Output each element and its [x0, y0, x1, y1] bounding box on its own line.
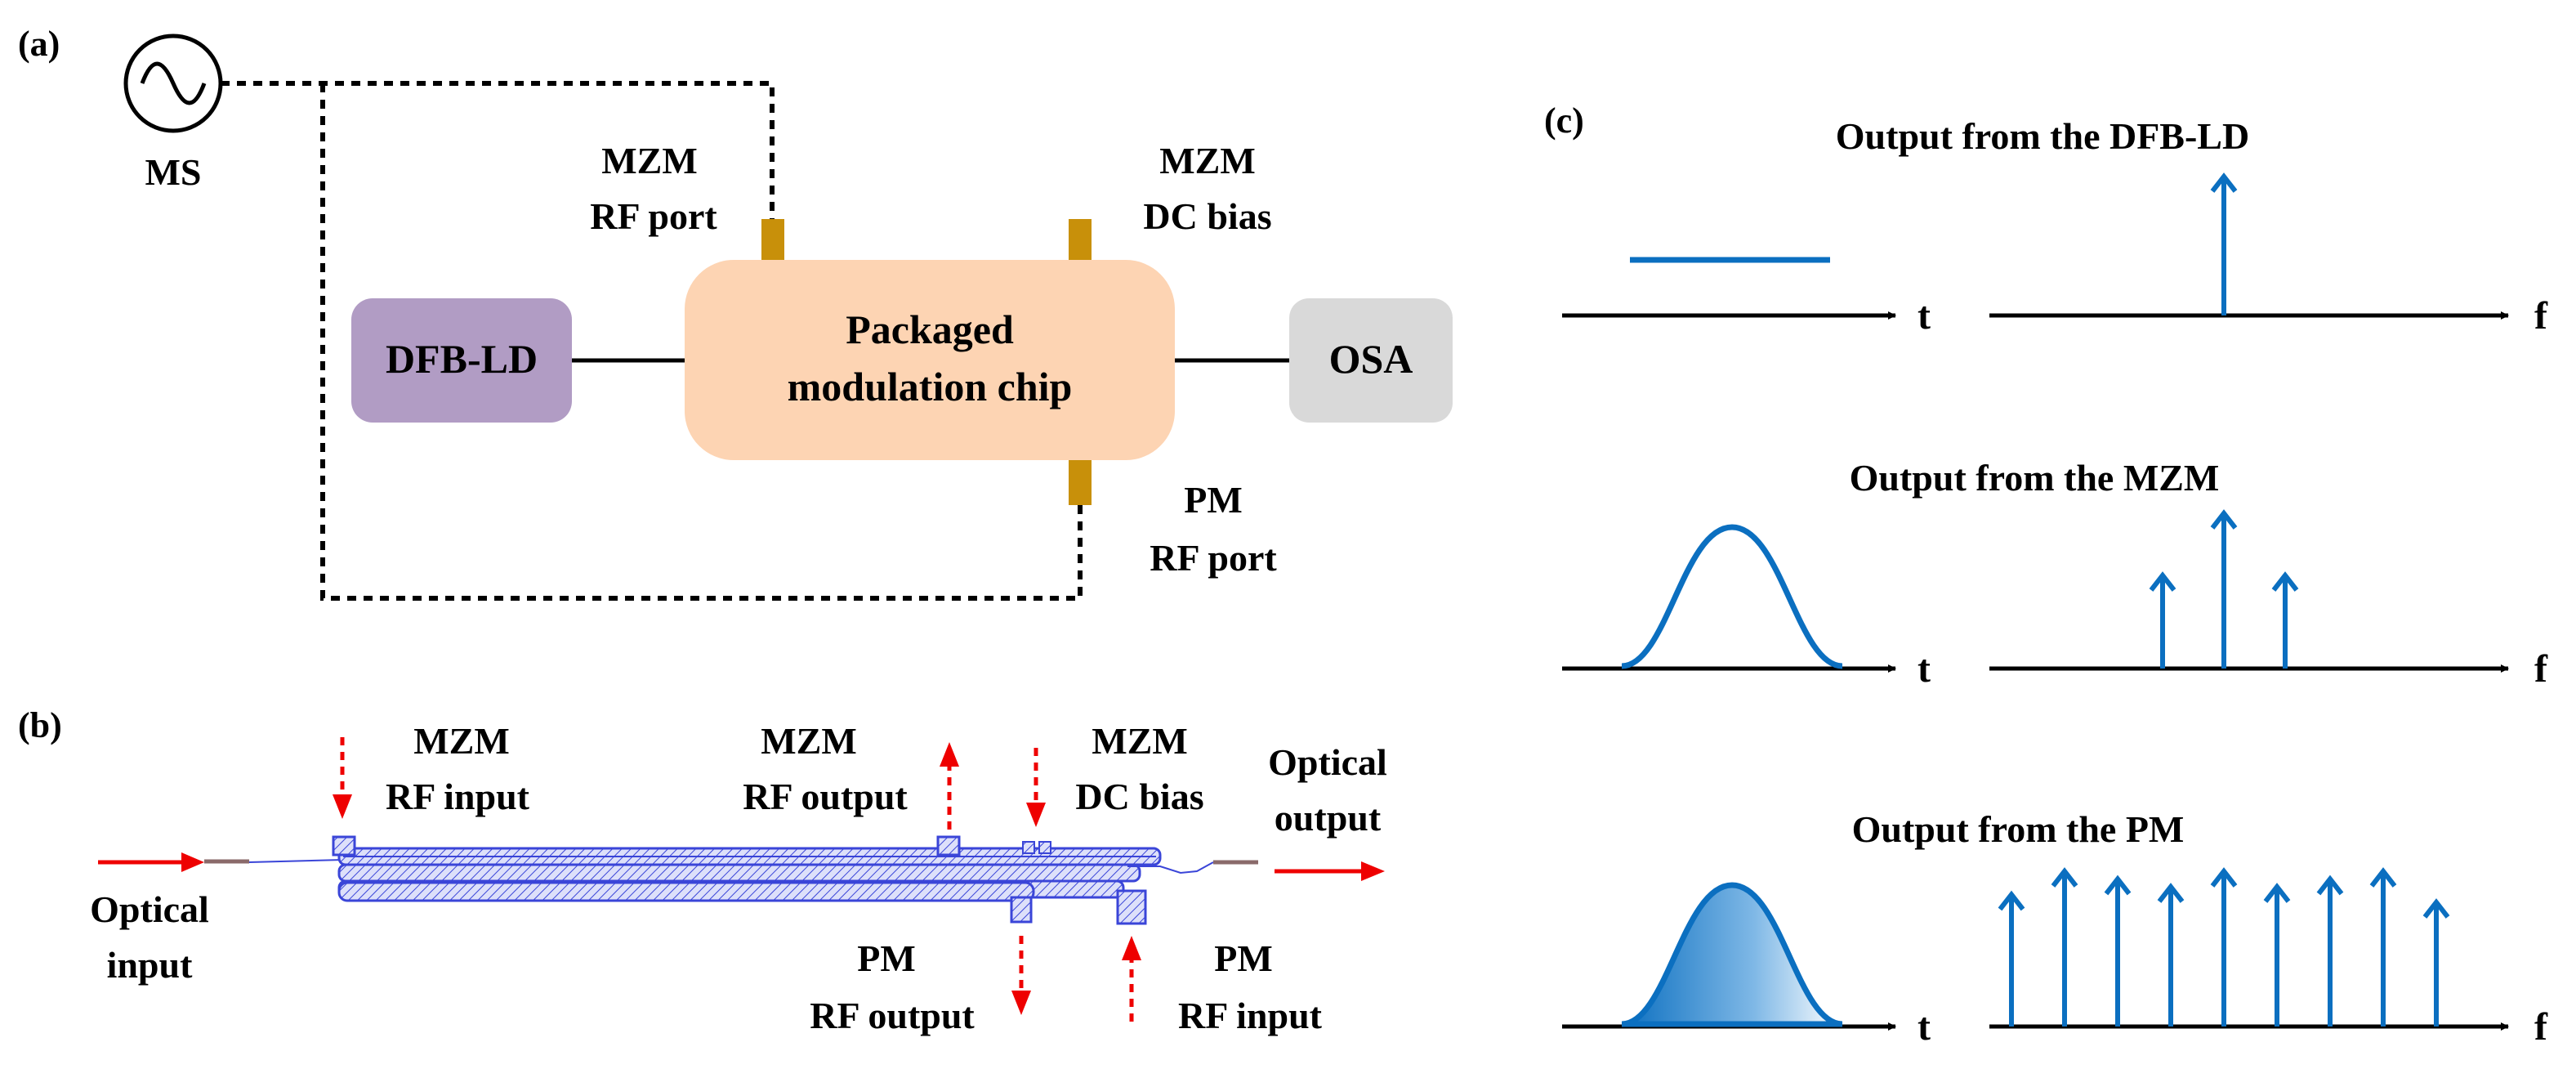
spectra — [1998, 172, 2450, 1027]
mzm-rf-port-label-1: MZM — [601, 140, 698, 181]
mzm-rf-input-label-1: MZM — [413, 720, 510, 762]
osa-label: OSA — [1329, 336, 1413, 382]
mzm-dc-bias-b-label-1: MZM — [1092, 720, 1188, 762]
rf-cable-dashed — [221, 81, 1083, 601]
mzm-rf-port-label-2: RF port — [590, 195, 717, 237]
row2-spectral-arrowhead — [2149, 571, 2176, 592]
mzm-dc-bias-label-2: DC bias — [1143, 195, 1271, 237]
sine-source-icon — [123, 34, 223, 133]
axis-labels: t f t f t f — [1917, 294, 2548, 1049]
dfb-ld-label: DFB-LD — [386, 336, 538, 382]
panel-a-label: (a) — [18, 24, 60, 64]
mzm-rf-port — [761, 219, 784, 260]
row3-spectral-arrowhead — [2422, 898, 2450, 919]
mzm-dc-bias-label-1: MZM — [1159, 140, 1256, 181]
mzm-rf-output-label-2: RF output — [743, 776, 908, 817]
pm-rf-output-label-1: PM — [857, 937, 916, 979]
optical-output-label-1: Optical — [1268, 741, 1387, 783]
optical-input-label-2: input — [107, 944, 194, 986]
row2-f-label: f — [2534, 647, 2548, 691]
chip-label-line1: Packaged — [846, 306, 1014, 352]
row1-t-label: t — [1917, 294, 1931, 338]
mzm-dc-bias-port — [1069, 219, 1092, 260]
row3-spectral-arrowhead — [2263, 883, 2291, 903]
row2-spectral-arrowhead — [2210, 509, 2238, 530]
pm-rf-port-label-1: PM — [1184, 479, 1243, 521]
row3-title: Output from the PM — [1852, 808, 2185, 850]
row3-spectral-arrowhead — [2104, 874, 2132, 896]
row3-spectral-arrowhead — [2316, 874, 2344, 896]
ms-label: MS — [145, 151, 202, 193]
row3-spectral-arrowhead — [2369, 867, 2397, 888]
optical-output-label-2: output — [1275, 797, 1382, 839]
pm-rf-output-label-2: RF output — [810, 995, 975, 1036]
pm-rf-port — [1069, 460, 1092, 505]
row2-t-label: t — [1917, 647, 1931, 691]
row3-spectral-arrowhead — [1998, 890, 2025, 911]
signal-arrows — [98, 737, 1385, 1022]
pm-rf-port-label-2: RF port — [1150, 537, 1277, 579]
pm-rf-input-label-2: RF input — [1178, 995, 1323, 1036]
row1-f-label: f — [2534, 294, 2548, 338]
pm-rf-input-label-1: PM — [1214, 937, 1273, 979]
mzm-rf-input-label-2: RF input — [386, 776, 530, 817]
row3-pulse-waveform — [1621, 882, 1843, 1027]
row1-title: Output from the DFB-LD — [1836, 115, 2249, 157]
panel-b-label: (b) — [18, 705, 62, 745]
row3-spectral-arrowhead — [2157, 883, 2185, 903]
mzm-dc-bias-b-label-2: DC bias — [1075, 776, 1203, 817]
row3-t-label: t — [1917, 1005, 1931, 1049]
row2-spectral-arrowhead — [2271, 571, 2299, 592]
row2-pulse-waveform — [1621, 524, 1843, 669]
packaged-chip-box — [685, 260, 1175, 460]
mzm-rf-output-label-1: MZM — [761, 720, 857, 762]
row3-f-label: f — [2534, 1005, 2548, 1049]
row3-spectral-arrowhead — [2051, 867, 2078, 888]
chip-layout — [204, 835, 1258, 925]
dfb-ld-box — [351, 298, 572, 423]
osa-box — [1289, 298, 1453, 423]
panel-c-label: (c) — [1544, 101, 1584, 141]
row2-title: Output from the MZM — [1850, 457, 2220, 499]
row3-spectral-arrowhead — [2210, 867, 2238, 888]
chip-label-line2: modulation chip — [788, 364, 1073, 409]
row1-spectral-arrowhead — [2210, 172, 2238, 193]
optical-input-label-1: Optical — [90, 888, 209, 930]
